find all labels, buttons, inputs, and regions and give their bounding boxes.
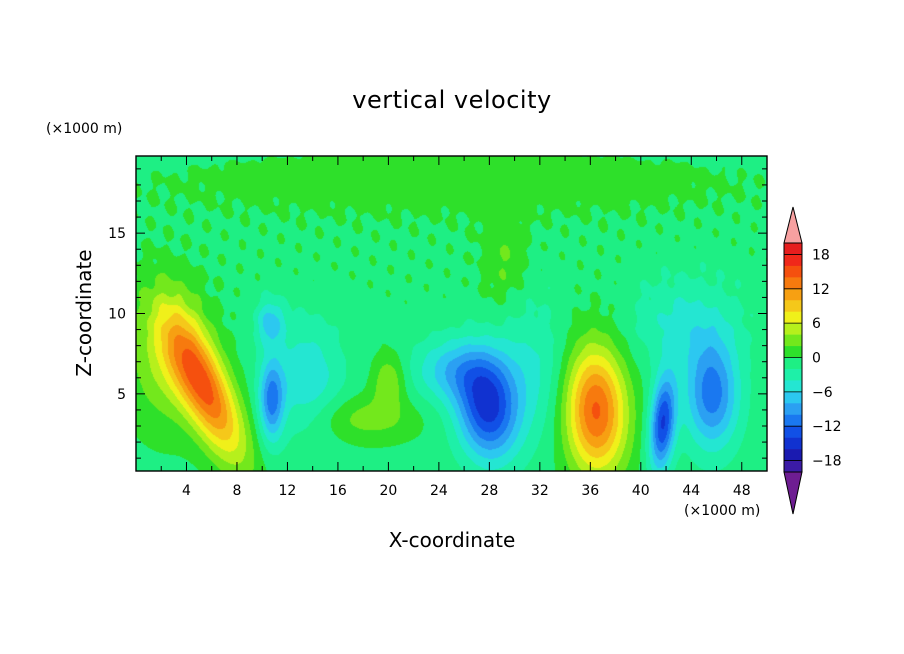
colorbar-bin	[784, 380, 802, 393]
colorbar-tick-label: −6	[812, 385, 833, 401]
colorbar-bin	[784, 300, 802, 312]
chart-title: vertical velocity	[352, 86, 552, 114]
colorbar-tick-label: −12	[812, 419, 842, 435]
colorbar-bin	[784, 414, 802, 427]
colorbar-bin	[784, 323, 802, 335]
colorbar-bin	[784, 311, 802, 324]
colorbar-bin	[784, 334, 802, 347]
colorbar: 18 12 6 0 −6 −12 −18	[783, 206, 842, 515]
colorbar-bin	[784, 449, 802, 461]
x-tick-label: 32	[531, 483, 549, 499]
colorbar-tick-label: 12	[812, 282, 830, 298]
x-tick-label: 16	[329, 483, 347, 499]
colorbar-tick-label: 0	[812, 351, 821, 367]
x-tick-label: 36	[581, 483, 599, 499]
y-tick-label: 10	[108, 307, 126, 323]
colorbar-over-triangle	[783, 206, 803, 244]
y-axis-unit: (×1000 m)	[46, 121, 123, 137]
colorbar-tick-label: 18	[812, 247, 830, 263]
velocity-field	[136, 156, 767, 471]
colorbar-tick-label: −18	[812, 454, 842, 470]
x-tick-label: 48	[733, 483, 751, 499]
colorbar-bin	[784, 346, 802, 358]
colorbar-under-triangle	[783, 471, 803, 515]
colorbar-bin	[784, 437, 802, 450]
y-tick-label: 5	[117, 387, 126, 403]
y-tick-label: 15	[108, 226, 126, 242]
colorbar-tick-label: 6	[812, 316, 821, 332]
x-tick-label: 4	[182, 483, 191, 499]
colorbar-bin	[784, 265, 802, 278]
x-axis-label-box: X-coordinate	[0, 528, 904, 552]
colorbar-bin	[784, 254, 802, 267]
colorbar-bin	[784, 403, 802, 416]
x-tick-label: 40	[632, 483, 650, 499]
x-axis-unit: (×1000 m)	[684, 503, 761, 519]
colorbar-bin	[784, 368, 802, 381]
colorbar-bin	[784, 277, 802, 290]
colorbar-bin	[784, 243, 802, 255]
colorbar-bin	[784, 357, 802, 370]
colorbar-bin	[784, 426, 802, 438]
x-tick-label: 20	[379, 483, 397, 499]
x-tick-label: 12	[279, 483, 297, 499]
x-axis-label: X-coordinate	[388, 528, 516, 552]
contour-plot-area	[136, 156, 767, 471]
colorbar-bin	[784, 391, 802, 404]
x-tick-label: 24	[430, 483, 448, 499]
x-tick-label: 44	[682, 483, 700, 499]
x-tick-label: 28	[480, 483, 498, 499]
x-tick-label: 8	[232, 483, 241, 499]
y-axis-label: Z-coordinate	[72, 249, 96, 377]
colorbar-bin	[784, 460, 802, 473]
colorbar-bin	[784, 288, 802, 301]
